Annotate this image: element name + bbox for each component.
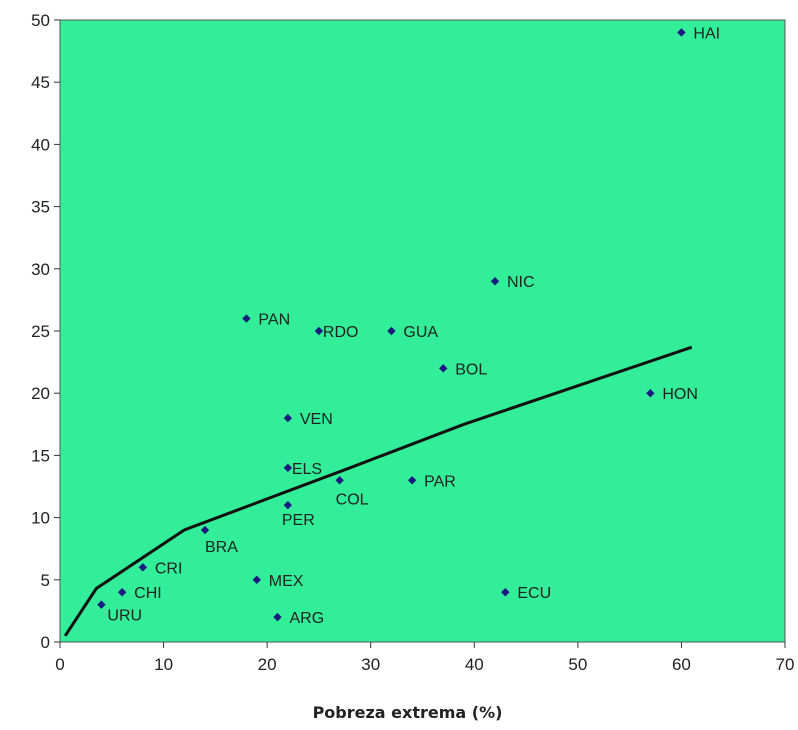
data-point-label: COL [336, 491, 369, 508]
x-tick-label: 10 [154, 655, 173, 674]
x-tick-label: 40 [465, 655, 484, 674]
data-point-marker [200, 525, 210, 535]
y-tick-label: 30 [31, 260, 50, 279]
x-tick-label: 50 [568, 655, 587, 674]
data-point-label: ECU [517, 585, 551, 602]
data-point-label: PAR [424, 473, 456, 490]
x-tick-label: 0 [55, 655, 64, 674]
x-axis-ticks: 0 10 20 30 40 50 60 70 [55, 642, 794, 674]
y-tick-label: 35 [31, 198, 50, 217]
data-point-label: RDO [323, 324, 359, 341]
y-tick-label: 15 [31, 446, 50, 465]
data-point-marker [283, 500, 293, 510]
data-point-label: BOL [455, 361, 487, 378]
data-point-marker [273, 612, 282, 622]
data-point-label: PAN [258, 312, 290, 329]
y-tick-label: 40 [31, 135, 50, 154]
data-point-marker [335, 476, 344, 485]
x-tick-label: 30 [361, 655, 380, 674]
x-tick-label: 60 [672, 655, 691, 674]
data-point-label: CRI [155, 560, 183, 577]
y-tick-label: 5 [41, 571, 50, 590]
data-point-label: GUA [403, 324, 438, 341]
data-point-marker [314, 326, 324, 336]
data-point-label: HON [662, 386, 698, 403]
y-tick-label: 10 [31, 509, 50, 528]
x-axis-label: Pobreza extrema (%) [313, 703, 503, 722]
data-point-label: ELS [292, 461, 322, 478]
data-point-label: HAI [693, 25, 720, 42]
data-point-marker [283, 463, 293, 473]
data-point-marker [283, 413, 293, 423]
y-tick-label: 0 [41, 633, 50, 652]
data-point-marker [117, 588, 127, 597]
data-point-label: MEX [269, 573, 304, 590]
trend-line [63, 345, 693, 637]
y-axis-ticks: 0 5 10 15 20 25 30 35 40 45 50 [31, 11, 60, 652]
data-point-marker [490, 277, 500, 286]
data-points: HAI NIC PAN RDO GUA BOL HON VEN ELS COL PAR PER BRA C… [97, 25, 720, 627]
data-point-marker [252, 575, 261, 584]
data-point-marker [97, 600, 106, 609]
y-tick-label: 25 [31, 322, 50, 341]
data-point-label: CHI [134, 585, 162, 602]
data-point-marker [242, 314, 251, 323]
data-point-marker [501, 588, 510, 597]
data-point-marker [439, 364, 448, 373]
data-point-marker [677, 28, 686, 37]
data-point-label: PER [282, 512, 315, 529]
data-point-marker [646, 389, 655, 398]
data-point-marker [387, 326, 396, 336]
y-tick-label: 45 [31, 73, 50, 92]
data-point-label: VEN [300, 411, 333, 428]
y-tick-label: 50 [31, 11, 50, 30]
y-tick-label: 20 [31, 384, 50, 403]
data-point-label: NIC [507, 274, 535, 291]
plot-area [59, 19, 786, 643]
x-tick-label: 70 [776, 655, 795, 674]
data-point-marker [407, 476, 417, 485]
data-point-marker [138, 563, 148, 572]
data-point-label: ARG [290, 610, 325, 627]
x-tick-label: 20 [258, 655, 277, 674]
data-point-label: URU [107, 608, 142, 625]
data-point-label: BRA [205, 539, 238, 556]
